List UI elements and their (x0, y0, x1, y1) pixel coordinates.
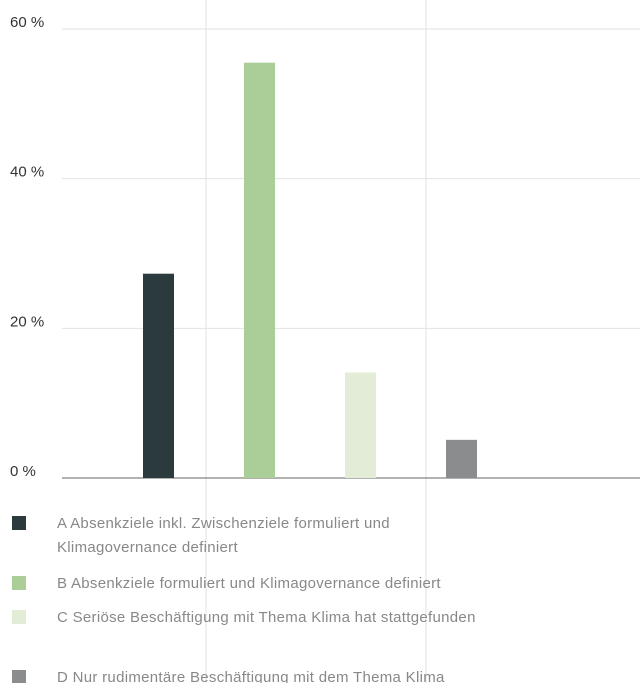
bar (446, 439, 477, 478)
y-tick-label: 0 % (10, 463, 36, 480)
y-tick-label: 20 % (10, 313, 44, 330)
bar (244, 62, 275, 479)
y-tick-label: 40 % (10, 164, 44, 181)
legend-label: C Seriöse Beschäftigung mit Thema Klima … (57, 609, 476, 626)
bar (143, 273, 174, 478)
y-tick-label: 60 % (10, 14, 44, 31)
legend-label: A Absenkziele inkl. Zwischenziele formul… (57, 515, 390, 556)
legend-swatch (12, 610, 26, 624)
legend-swatch (12, 670, 26, 683)
legend-label: D Nur rudimentäre Beschäftigung mit dem … (57, 669, 445, 683)
legend-swatch (12, 576, 26, 590)
legend-label: B Absenkziele formuliert und Klimagovern… (57, 575, 441, 592)
bar (345, 372, 376, 478)
legend-swatch (12, 516, 26, 530)
